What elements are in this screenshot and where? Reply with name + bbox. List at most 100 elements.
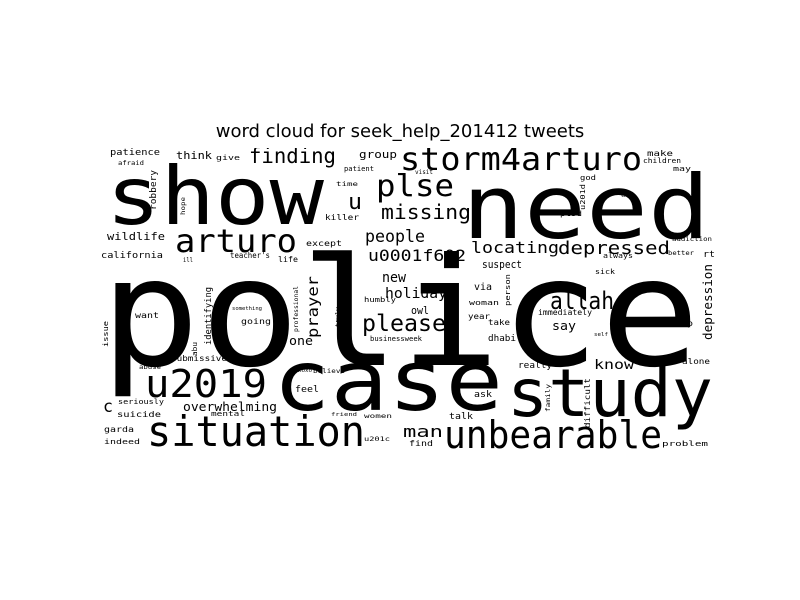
word-abuse: abuse [139,364,161,371]
word-u201c: u201c [364,436,391,443]
word-unbearable: unbearable [444,413,662,453]
word-life: life [278,255,298,264]
word-alone: alone [682,357,710,366]
word-ill: ill [183,257,193,264]
word-issue: issue [102,321,110,347]
word-situation: situation [147,407,365,453]
word-ok: ok [621,193,631,199]
word-c: c [103,397,113,417]
word-ask: ask [474,390,493,400]
word-addiction: addiction [672,236,712,243]
word-show: show [106,150,325,243]
word-woman: woman [469,299,499,307]
word-stop: stop [669,319,693,328]
word-new: new [382,270,407,286]
word-except: except [306,239,342,248]
word-u0001f602: u0001f602 [368,246,466,265]
word-robbery: robbery [149,169,159,210]
word-want: want [135,311,159,320]
word-sick: sick [595,268,616,276]
word-businessweek: businessweek [370,335,423,343]
word-ptsd: ptsd [560,210,582,218]
word-may: may [673,165,691,173]
word-california: california [101,251,163,261]
word-plse: plse [376,169,454,204]
word-missing: missing [381,200,471,224]
word-god: god [580,174,596,182]
figure-title: word cloud for seek_help_201412 tweets [215,121,585,142]
word-patience: patience [110,148,160,158]
word-time: time [336,181,359,188]
word-family: family [545,384,552,412]
word-finding: finding [249,148,336,168]
word-please: please [362,311,446,337]
word-u201d: u201d [579,184,587,210]
word-suicide: suicide [117,410,161,419]
word-patient: patient [344,165,374,173]
word-problem: problem [662,440,708,448]
word-police: police [100,227,700,401]
word-immediately: immediately [538,308,592,317]
word-women: women [364,413,393,420]
word-teacher's: teacher's [230,251,270,260]
word-take: take [488,318,510,327]
word-seriously: seriously [118,398,164,406]
word-group: group [359,148,397,161]
word-holiday: holiday [385,286,447,302]
word-via: via [474,282,492,293]
word-man: man [403,422,443,441]
word-going: going [241,317,271,326]
word-arturo: arturo [175,222,297,260]
word-make: make [647,149,673,158]
word-overwhelming: overwhelming [183,400,277,414]
word-rt: rt [703,250,715,260]
word-killer: killer [325,213,359,222]
word-study: study [507,355,713,432]
word-cloud-panel: police need show case study situation un… [100,148,720,453]
word-one: one [289,334,313,348]
word-allah: allah [550,287,614,315]
word-hope: hope [180,197,187,215]
word-really: really [518,361,553,371]
word-truly: truly [335,307,341,327]
word-humbly: humbly [364,296,396,304]
word-today: today [643,319,665,326]
word-storm4arturo: storm4arturo [400,148,642,178]
word-say: say [552,319,576,333]
word-give: give [216,154,240,162]
word-talk: talk [449,412,474,422]
word-always: always [603,252,633,260]
word-visit: visit [415,169,433,176]
word-owl: owl [411,304,429,317]
word-think: think [176,149,212,162]
word-depression: depression [701,264,715,340]
word-people: people [365,227,425,247]
word-xoxo: xoxo [298,368,312,374]
word-children: children [643,157,681,165]
word-feel: feel [295,385,319,395]
word-depressed: depressed [558,238,670,259]
word-friend: friend [331,412,357,418]
word-know: know [594,358,634,373]
word-indeed: indeed [104,438,140,446]
word-professional: professional [293,286,300,332]
word-case: case [273,332,503,430]
word-difficult: difficult [583,378,592,428]
word-locating: locating [471,238,559,257]
word-prayer: prayer [304,276,322,338]
word-dhabi: dhabi [488,334,516,344]
word-u: u [348,190,362,215]
word-need: need [462,156,710,259]
word-garda: garda [104,425,134,434]
word-identifying: identifying [204,287,214,345]
word-afraid: afraid [118,160,144,167]
word-self: self [594,332,608,338]
word-submissive: submissive [171,354,227,363]
word-anyone: anyone [609,210,635,216]
word-better: better [668,250,694,257]
word-mental: mental [211,410,245,418]
word-suspect: suspect [482,258,522,271]
word-believe: believe [313,368,345,375]
word-something: something [232,306,262,312]
word-cloud-canvas: police need show case study situation un… [100,148,715,453]
